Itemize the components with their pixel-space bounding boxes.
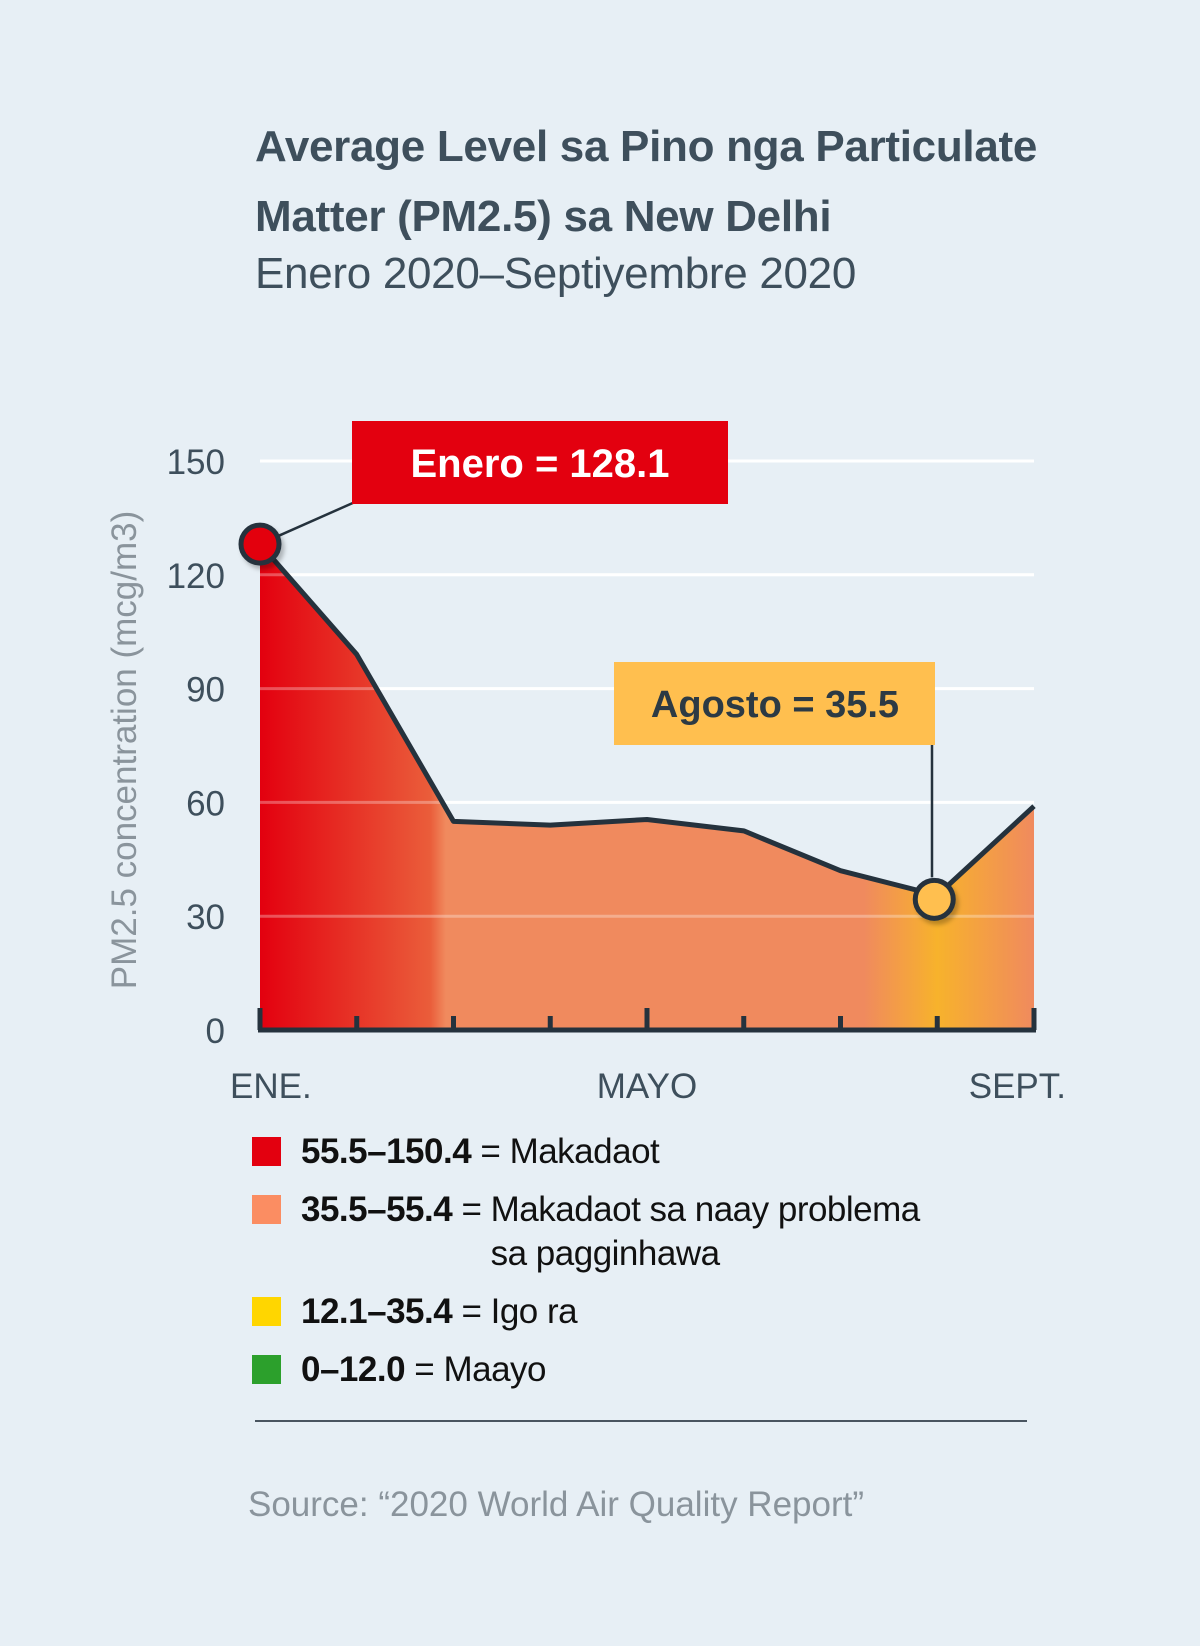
legend-label: Maayo	[443, 1350, 547, 1389]
x-tick-label: ENE.	[230, 1067, 312, 1106]
legend-label: Igo ra	[490, 1292, 578, 1331]
legend-label: Makadaot	[509, 1132, 660, 1171]
legend-equals: =	[452, 1292, 491, 1331]
y-tick-label: 30	[186, 898, 225, 937]
series-line	[258, 542, 1036, 898]
divider	[255, 1420, 1027, 1422]
annotation-box-agosto	[614, 662, 935, 745]
legend-label: Makadaot sa naay problema sa pagginhawa	[490, 1190, 921, 1273]
legend-item: 12.1–35.4 = Igo ra	[252, 1290, 970, 1334]
y-tick-label: 60	[186, 784, 225, 823]
x-tick-label: MAYO	[597, 1067, 697, 1106]
annotation-label-enero: Enero = 128.1	[410, 442, 669, 486]
annotation-box-enero	[352, 421, 728, 504]
annotation-label-agosto: Agosto = 35.5	[651, 684, 899, 726]
x-tick-label: SEPT.	[969, 1067, 1066, 1106]
legend-swatch	[252, 1137, 281, 1166]
legend-range: 35.5–55.4	[301, 1190, 453, 1229]
y-tick-label: 120	[167, 557, 225, 596]
chart-subtitle: Enero 2020–Septiyembre 2020	[255, 249, 857, 298]
legend-range: 55.5–150.4	[301, 1132, 472, 1171]
legend-swatch	[252, 1297, 281, 1326]
y-tick-label: 0	[206, 1012, 225, 1051]
legend-range: 12.1–35.4	[301, 1292, 453, 1331]
legend-equals: =	[405, 1350, 444, 1389]
legend-equals: =	[452, 1190, 491, 1229]
legend-swatch	[252, 1355, 281, 1384]
data-point-agosto	[912, 877, 956, 921]
legend-item: 0–12.0 = Maayo	[252, 1348, 970, 1392]
y-tick-label: 90	[186, 671, 225, 710]
y-axis-label: PM2.5 concentration (mcg/m3)	[105, 511, 144, 990]
legend-swatch	[252, 1195, 281, 1224]
legend-range: 0–12.0	[301, 1350, 406, 1389]
y-tick-label: 150	[167, 443, 225, 482]
source-note: Source: “2020 World Air Quality Report”	[248, 1485, 865, 1524]
legend-item: 55.5–150.4 = Makadaot	[252, 1130, 970, 1174]
legend-equals: =	[471, 1132, 510, 1171]
chart-title: Average Level sa Pino nga Particulate Ma…	[255, 122, 1038, 241]
data-point-enero	[238, 522, 282, 566]
area-fill	[260, 544, 1034, 1030]
legend: 55.5–150.4 = Makadaot 35.5–55.4 = Makada…	[252, 1130, 970, 1406]
legend-item: 35.5–55.4 = Makadaot sa naay problema sa…	[252, 1188, 970, 1276]
